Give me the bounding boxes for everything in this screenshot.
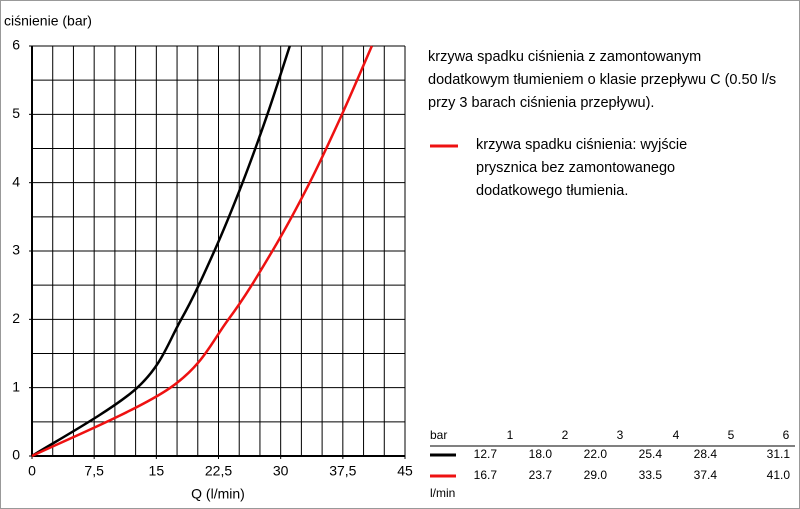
table-cell: 41.0 bbox=[767, 468, 791, 482]
y-tick-label: 4 bbox=[12, 173, 20, 189]
x-tick-label: 15 bbox=[149, 463, 165, 479]
table-column: 6 bbox=[783, 428, 790, 442]
line-series bbox=[31, 45, 373, 458]
table-column: 3 bbox=[617, 428, 624, 442]
x-tick-label: 0 bbox=[28, 463, 36, 479]
table-cell: 22.0 bbox=[584, 447, 608, 461]
table-cell: 37.4 bbox=[694, 468, 718, 482]
table-cell: 12.7 bbox=[474, 447, 498, 461]
table-cell: 29.0 bbox=[584, 468, 608, 482]
table-column: 5 bbox=[728, 428, 735, 442]
table-cell: 23.7 bbox=[529, 468, 553, 482]
table-column: 1 bbox=[507, 428, 514, 442]
table-cell: 31.1 bbox=[767, 447, 791, 461]
y-tick-label: 5 bbox=[12, 105, 20, 121]
table-cell: 28.4 bbox=[694, 447, 718, 461]
x-tick-label: 7,5 bbox=[84, 463, 104, 479]
y-tick-label: 6 bbox=[12, 37, 20, 53]
y-tick-label: 0 bbox=[12, 447, 20, 463]
y-tick-label: 2 bbox=[12, 310, 20, 326]
y-tick-label: 3 bbox=[12, 242, 20, 258]
x-tick-label: 30 bbox=[273, 463, 289, 479]
table-cell: 16.7 bbox=[474, 468, 498, 482]
legend-entry: krzywa spadku ciśnienia z zamontowanym d… bbox=[428, 49, 777, 111]
table-unit: l/min bbox=[430, 486, 455, 500]
y-axis-label: ciśnienie (bar) bbox=[4, 13, 92, 29]
table-column: 4 bbox=[673, 428, 680, 442]
table-header: bar bbox=[430, 428, 447, 442]
x-axis-label: Q (l/min) bbox=[191, 486, 245, 502]
legend-entry: krzywa spadku ciśnienia: wyjście pryszni… bbox=[476, 137, 688, 199]
table-cell: 25.4 bbox=[639, 447, 663, 461]
line-series bbox=[31, 45, 291, 458]
table-cell: 18.0 bbox=[529, 447, 553, 461]
x-tick-label: 37,5 bbox=[329, 463, 356, 479]
table-cell: 33.5 bbox=[639, 468, 663, 482]
x-tick-label: 22,5 bbox=[205, 463, 232, 479]
y-tick-label: 1 bbox=[12, 378, 20, 394]
x-tick-label: 45 bbox=[397, 463, 413, 479]
table-column: 2 bbox=[562, 428, 569, 442]
